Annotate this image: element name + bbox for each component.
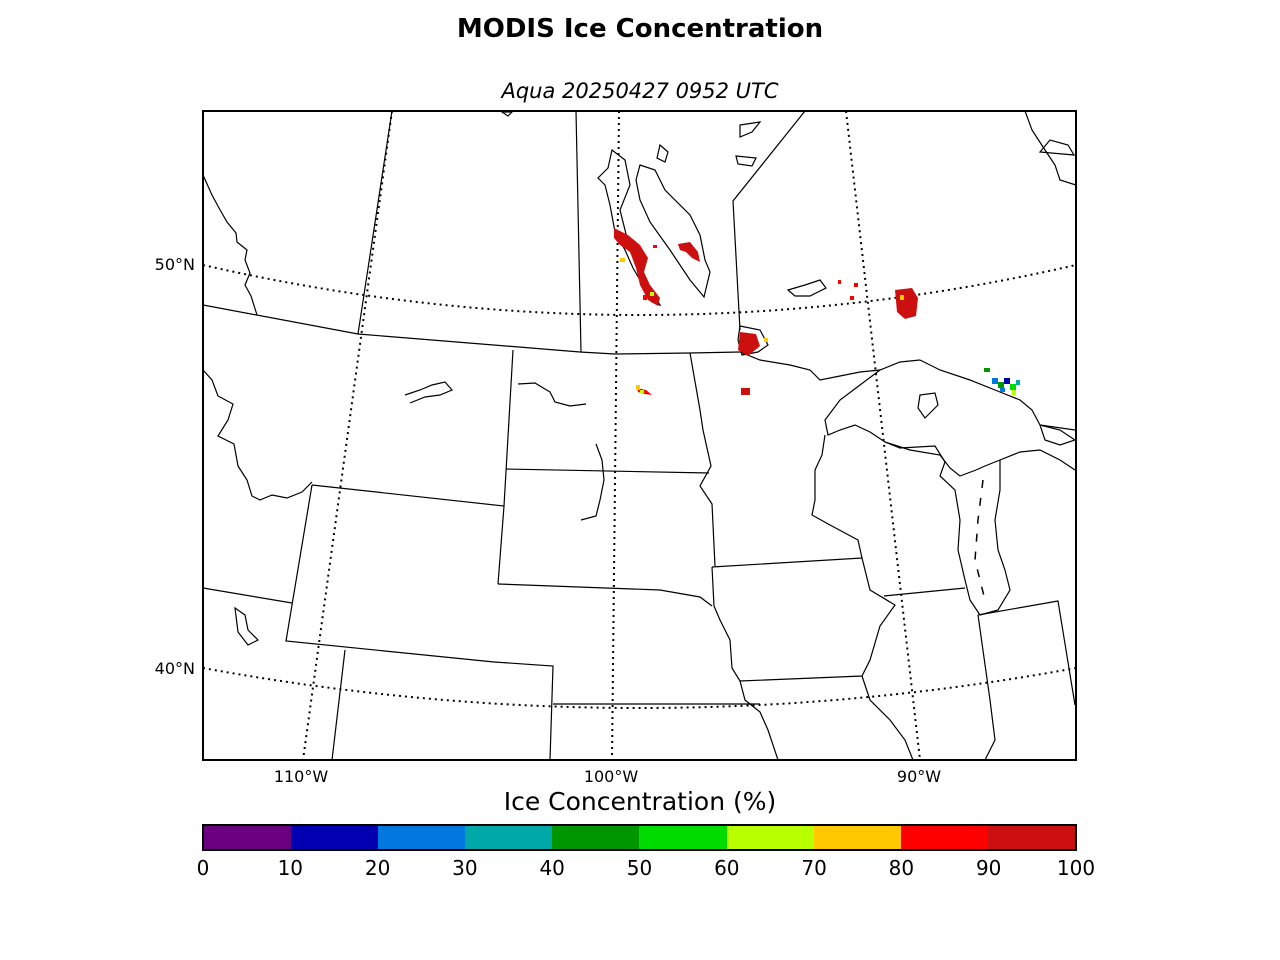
coastline xyxy=(979,460,1011,616)
colorbar-tick-label: 80 xyxy=(888,856,915,880)
colorbar-tick-label: 10 xyxy=(277,856,304,880)
ice-red-lake xyxy=(741,388,750,395)
coastline xyxy=(811,434,863,559)
lake xyxy=(234,606,260,646)
ice-winnipegosis xyxy=(614,228,660,306)
lon-label-110: 110°W xyxy=(274,767,329,786)
province-border xyxy=(575,111,582,353)
colorbar-bin xyxy=(291,826,379,849)
state-border xyxy=(285,484,495,663)
ice-lake-of-the-woods xyxy=(738,332,760,356)
page-subtitle: Aqua 20250427 0952 UTC xyxy=(501,79,779,103)
lake-winnipegosis xyxy=(597,148,662,307)
colorbar-bin xyxy=(552,826,640,849)
coastline xyxy=(824,369,977,477)
river xyxy=(517,382,587,407)
coastline xyxy=(1024,111,1076,186)
state-border xyxy=(689,352,716,567)
coastline xyxy=(203,174,258,316)
coastline xyxy=(739,351,921,381)
state-border xyxy=(493,661,554,760)
colorbar-bin xyxy=(639,826,727,849)
state-border xyxy=(503,349,514,507)
lake xyxy=(739,121,762,138)
colorbar-bin xyxy=(987,826,1075,849)
state-border xyxy=(883,587,966,597)
lake xyxy=(735,155,757,167)
lat-label-40: 40°N xyxy=(155,659,195,678)
colorbar-bin xyxy=(465,826,553,849)
lat-label-50: 50°N xyxy=(155,255,195,274)
colorbar-tick-label: 70 xyxy=(801,856,827,880)
lake xyxy=(1039,424,1076,446)
state-border xyxy=(497,583,713,607)
colorbar-bin xyxy=(204,826,292,849)
ice-nipigon xyxy=(895,288,918,319)
colorbar-label: Ice Concentration (%) xyxy=(503,787,777,816)
map-frame xyxy=(202,110,1077,761)
colorbar-bin xyxy=(900,826,988,849)
colorbar-tick-label: 100 xyxy=(1056,856,1096,880)
colorbar-bin xyxy=(378,826,466,849)
state-border xyxy=(203,587,293,604)
colorbar-bin xyxy=(726,826,814,849)
province-border xyxy=(732,111,806,331)
ice-devils-lake xyxy=(637,388,652,395)
state-border xyxy=(977,614,996,760)
colorbar-bin xyxy=(813,826,901,849)
river xyxy=(580,443,605,521)
lake-of-the-woods xyxy=(737,325,769,356)
state-border xyxy=(711,557,896,682)
lake xyxy=(786,279,827,297)
colorbar-tick-label: 50 xyxy=(626,856,653,880)
state-border xyxy=(505,468,710,474)
colorbar-tick-label: 40 xyxy=(539,856,565,880)
state-border xyxy=(711,566,779,760)
state-border xyxy=(861,675,914,760)
state-border xyxy=(977,600,1076,706)
coastline xyxy=(919,359,1076,431)
colorbar xyxy=(202,824,1077,851)
state-border xyxy=(311,484,505,585)
colorbar-tick-label: 30 xyxy=(452,856,478,880)
province-border xyxy=(357,111,393,335)
lake xyxy=(917,392,939,419)
coastline xyxy=(1038,139,1076,156)
graticule-lon-90 xyxy=(845,111,921,760)
lake-winnipeg xyxy=(635,164,711,299)
graticule-lon-100 xyxy=(611,111,620,760)
colorbar-tick-label: 90 xyxy=(975,856,1002,880)
lon-label-100: 100°W xyxy=(584,767,639,786)
intl-border xyxy=(203,304,741,355)
colorbar-tick-label: 20 xyxy=(364,856,391,880)
graticule-lat-40 xyxy=(203,667,1076,709)
page-title: MODIS Ice Concentration xyxy=(456,14,824,44)
coastline xyxy=(203,369,313,501)
state-border xyxy=(331,649,346,760)
graticule-lon-110 xyxy=(302,111,393,760)
lake xyxy=(500,111,514,117)
coastline xyxy=(884,441,981,616)
lake xyxy=(656,143,669,163)
colorbar-tick-label: 0 xyxy=(196,856,210,880)
ice-winnipeg xyxy=(678,242,700,262)
lon-label-90: 90°W xyxy=(897,767,941,786)
coastline xyxy=(975,449,1076,471)
river xyxy=(404,381,454,404)
colorbar-tick-label: 60 xyxy=(714,856,740,880)
